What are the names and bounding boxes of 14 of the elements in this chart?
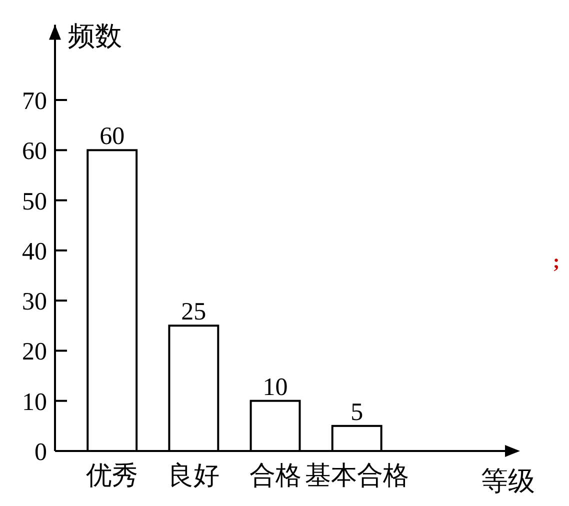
y-tick-label: 40 — [22, 238, 47, 266]
x-tick-label: 基本合格 — [304, 461, 409, 490]
y-tick-label: 0 — [34, 439, 47, 466]
y-tick-label: 70 — [22, 88, 47, 116]
y-tick-label: 60 — [22, 138, 47, 166]
y-axis-title: 频数 — [68, 21, 122, 51]
x-tick-label: 合格 — [249, 461, 302, 490]
x-tick-label: 优秀 — [86, 461, 138, 490]
y-tick-label: 10 — [22, 388, 47, 416]
y-tick-label: 30 — [22, 288, 47, 316]
x-axis-title: 等级 — [481, 466, 535, 496]
y-tick-label: 50 — [22, 188, 47, 216]
y-tick-label: 20 — [22, 338, 47, 366]
x-tick-label: 良好 — [168, 461, 220, 490]
